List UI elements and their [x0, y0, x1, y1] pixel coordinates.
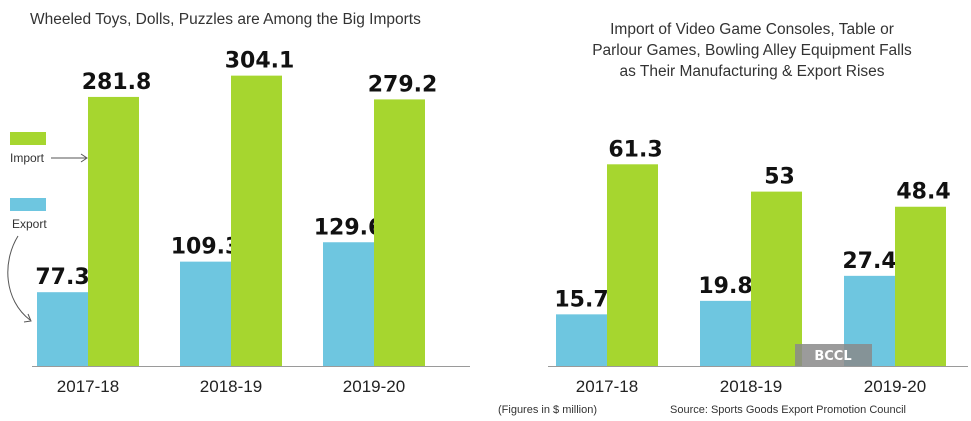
right-title-line-2: Parlour Games, Bowling Alley Equipment F… — [592, 42, 912, 59]
legend-export-swatch — [10, 198, 46, 211]
bccl-watermark: BCCL — [795, 344, 872, 366]
right-title-line-1: Import of Video Game Consoles, Table or — [610, 21, 894, 38]
left-tick-label-2019-20: 2019-20 — [343, 377, 405, 396]
right-bar-import-2017-18 — [607, 164, 658, 366]
left-chart-plot: 77.3 281.8 2017-18 109.3 304.1 2018-19 129.6 27… — [32, 49, 470, 396]
source-note: Source: Sports Goods Export Promotion Co… — [670, 404, 906, 416]
right-data-label-import-2018-19: 53 — [764, 165, 795, 190]
right-bar-import-2019-20 — [895, 206, 946, 366]
left-data-label-import-2019-20: 279.2 — [368, 72, 438, 97]
watermark-bg — [795, 344, 872, 366]
right-data-label-export-2017-18: 15.7 — [554, 287, 608, 312]
right-tick-label-2017-18: 2017-18 — [576, 377, 638, 396]
right-tick-label-2018-19: 2018-19 — [720, 377, 782, 396]
left-data-label-import-2017-18: 281.8 — [82, 70, 152, 95]
left-data-label-import-2018-19: 304.1 — [225, 49, 295, 74]
watermark-text: BCCL — [814, 349, 851, 364]
legend-export-label: Export — [12, 217, 47, 231]
right-title-line-3: as Their Manufacturing & Export Rises — [619, 63, 884, 80]
left-tick-label-2018-19: 2018-19 — [200, 377, 262, 396]
left-tick-label-2017-18: 2017-18 — [57, 377, 119, 396]
legend: Import Export — [7, 132, 88, 323]
right-data-label-import-2019-20: 48.4 — [896, 180, 950, 205]
right-bar-export-2017-18 — [556, 314, 607, 366]
right-bar-export-2018-19 — [700, 300, 751, 366]
left-bar-import-2019-20 — [374, 99, 425, 367]
legend-export-arrowhead-icon — [23, 313, 32, 323]
right-data-label-import-2017-18: 61.3 — [608, 137, 662, 162]
right-tick-label-2019-20: 2019-20 — [864, 377, 926, 396]
left-data-label-export-2018-19: 109.3 — [171, 235, 241, 260]
right-chart-title: Import of Video Game Consoles, Table or … — [592, 21, 912, 80]
legend-export-curved-arrow-icon — [7, 235, 31, 321]
units-note: (Figures in $ million) — [498, 404, 597, 416]
left-data-label-export-2017-18: 77.3 — [35, 265, 89, 290]
left-bar-import-2018-19 — [231, 75, 282, 366]
right-bar-import-2018-19 — [751, 191, 802, 366]
left-bar-export-2018-19 — [180, 261, 231, 366]
right-data-label-export-2019-20: 27.4 — [842, 249, 896, 274]
right-chart-plot: 15.7 61.3 2017-18 19.8 53 2018-19 27.4 48.4 2019… — [548, 137, 968, 396]
legend-import-arrowhead-icon — [80, 153, 88, 163]
legend-import-swatch — [10, 132, 46, 145]
left-bar-export-2017-18 — [37, 292, 88, 366]
left-bar-import-2017-18 — [88, 96, 139, 366]
left-data-label-export-2019-20: 129.6 — [314, 215, 384, 240]
legend-import-label: Import — [10, 151, 45, 165]
right-data-label-export-2018-19: 19.8 — [698, 274, 752, 299]
left-chart-title: Wheeled Toys, Dolls, Puzzles are Among t… — [30, 11, 421, 28]
left-bar-export-2019-20 — [323, 242, 374, 366]
